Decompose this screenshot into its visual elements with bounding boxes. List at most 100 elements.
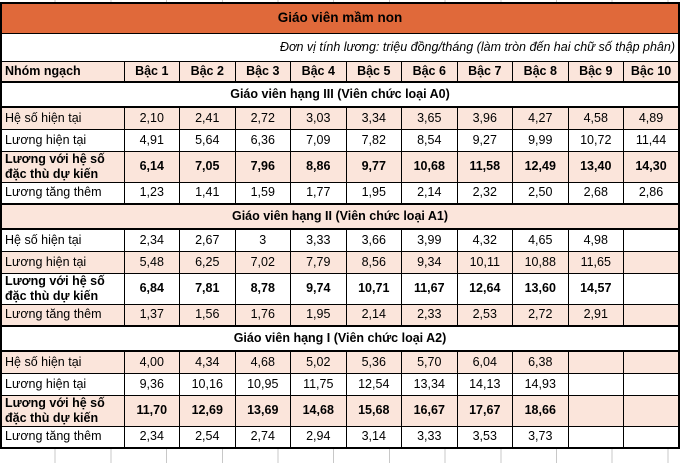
value-cell: 14,57	[567, 272, 624, 305]
value-cell: 3,34	[345, 106, 402, 130]
value-cell: 9,27	[456, 128, 513, 152]
value-cell: 10,71	[345, 272, 402, 305]
value-cell: 3,65	[401, 106, 458, 130]
data-row: Lương hiện tại 9,36 10,16 10,95 11,75 12,54 13…	[0, 372, 680, 396]
value-cell	[623, 228, 680, 252]
section-title-row: Giáo viên hạng I (Viên chức loại A2)	[0, 325, 680, 352]
value-cell: 10,72	[567, 128, 624, 152]
value-cell: 2,34	[123, 425, 180, 449]
value-cell: 3,73	[512, 425, 569, 449]
value-cell: 6,36	[234, 128, 291, 152]
data-row: Lương tăng thêm 2,34 2,54 2,74 2,94 3,14 3,33 3…	[0, 425, 680, 449]
value-cell: 2,14	[345, 303, 402, 327]
data-row: Hệ số hiện tại 2,10 2,41 2,72 3,03 3,34 3,65 3,…	[0, 106, 680, 130]
value-cell: 2,91	[567, 303, 624, 327]
value-cell	[567, 350, 624, 374]
section-title-row: Giáo viên hạng III (Viên chức loại A0)	[0, 81, 680, 108]
value-cell: 3,99	[401, 228, 458, 252]
value-cell: 6,38	[512, 350, 569, 374]
value-cell: 4,34	[179, 350, 236, 374]
value-cell: 2,68	[567, 181, 624, 205]
value-cell: 10,68	[401, 150, 458, 183]
value-cell: 1,41	[179, 181, 236, 205]
value-cell: 14,68	[290, 394, 347, 427]
value-cell: 2,72	[512, 303, 569, 327]
value-cell: 13,34	[401, 372, 458, 396]
col-header-nhom-ngach: Nhóm ngạch	[0, 60, 125, 83]
value-cell: 18,66	[512, 394, 569, 427]
row-label-cell: Lương hiện tại	[0, 128, 125, 152]
value-cell: 7,81	[179, 272, 236, 305]
value-cell: 8,54	[401, 128, 458, 152]
data-row: Lương tăng thêm 1,37 1,56 1,76 1,95 2,14 2,33 2…	[0, 303, 680, 327]
value-cell: 7,05	[179, 150, 236, 183]
col-header-bac-5: Bậc 5	[345, 60, 402, 83]
value-cell: 14,13	[456, 372, 513, 396]
value-cell: 5,70	[401, 350, 458, 374]
value-cell: 1,95	[290, 303, 347, 327]
value-cell: 11,70	[123, 394, 180, 427]
value-cell: 1,76	[234, 303, 291, 327]
value-cell: 16,67	[401, 394, 458, 427]
value-cell	[623, 394, 680, 427]
value-cell: 9,36	[123, 372, 180, 396]
value-cell: 3	[234, 228, 291, 252]
value-cell: 5,64	[179, 128, 236, 152]
value-cell: 6,14	[123, 150, 180, 183]
col-header-bac-4: Bậc 4	[290, 60, 347, 83]
value-cell: 3,53	[456, 425, 513, 449]
value-cell: 12,64	[456, 272, 513, 305]
value-cell: 1,77	[290, 181, 347, 205]
value-cell: 4,27	[512, 106, 569, 130]
value-cell: 12,49	[512, 150, 569, 183]
data-row: Lương với hệ số đặc thù dự kiến 6,84 7,81 8…	[0, 272, 680, 305]
value-cell: 11,75	[290, 372, 347, 396]
value-cell	[567, 372, 624, 396]
value-cell: 6,04	[456, 350, 513, 374]
salary-table-body: Giáo viên hạng III (Viên chức loại A0) Hệ…	[0, 81, 680, 449]
value-cell: 9,77	[345, 150, 402, 183]
value-cell: 13,69	[234, 394, 291, 427]
data-row: Lương tăng thêm 1,23 1,41 1,59 1,77 1,95 2,14 2…	[0, 181, 680, 205]
row-label-cell: Lương tăng thêm	[0, 425, 125, 449]
value-cell: 9,74	[290, 272, 347, 305]
row-label-cell: Hệ số hiện tại	[0, 228, 125, 252]
row-label-cell: Lương với hệ số đặc thù dự kiến	[0, 272, 125, 305]
value-cell: 2,54	[179, 425, 236, 449]
row-label-cell: Lương tăng thêm	[0, 303, 125, 327]
value-cell: 7,09	[290, 128, 347, 152]
value-cell: 11,44	[623, 128, 680, 152]
value-cell: 3,66	[345, 228, 402, 252]
value-cell: 7,96	[234, 150, 291, 183]
col-header-bac-1: Bậc 1	[123, 60, 180, 83]
value-cell: 2,86	[623, 181, 680, 205]
value-cell: 4,00	[123, 350, 180, 374]
value-cell: 17,67	[456, 394, 513, 427]
value-cell	[623, 425, 680, 449]
value-cell: 7,82	[345, 128, 402, 152]
value-cell: 4,58	[567, 106, 624, 130]
value-cell: 4,89	[623, 106, 680, 130]
value-cell: 11,65	[567, 250, 624, 274]
value-cell: 14,30	[623, 150, 680, 183]
section-title: Giáo viên hạng III (Viên chức loại A0)	[0, 81, 680, 108]
data-row: Hệ số hiện tại 2,34 2,67 3 3,33 3,66 3,99 4,32 4…	[0, 228, 680, 252]
value-cell: 2,74	[234, 425, 291, 449]
value-cell: 6,84	[123, 272, 180, 305]
col-header-bac-9: Bậc 9	[567, 60, 624, 83]
value-cell: 2,53	[456, 303, 513, 327]
value-cell: 7,02	[234, 250, 291, 274]
value-cell: 14,93	[512, 372, 569, 396]
value-cell: 2,41	[179, 106, 236, 130]
value-cell	[623, 372, 680, 396]
value-cell: 3,03	[290, 106, 347, 130]
value-cell	[567, 394, 624, 427]
value-cell: 9,34	[401, 250, 458, 274]
row-label-cell: Lương hiện tại	[0, 250, 125, 274]
value-cell	[623, 250, 680, 274]
column-header-row: Nhóm ngạch Bậc 1 Bậc 2 Bậc 3 Bậc 4 Bậc 5…	[0, 60, 680, 83]
row-label-cell: Hệ số hiện tại	[0, 106, 125, 130]
value-cell: 5,48	[123, 250, 180, 274]
value-cell: 1,56	[179, 303, 236, 327]
value-cell: 1,59	[234, 181, 291, 205]
